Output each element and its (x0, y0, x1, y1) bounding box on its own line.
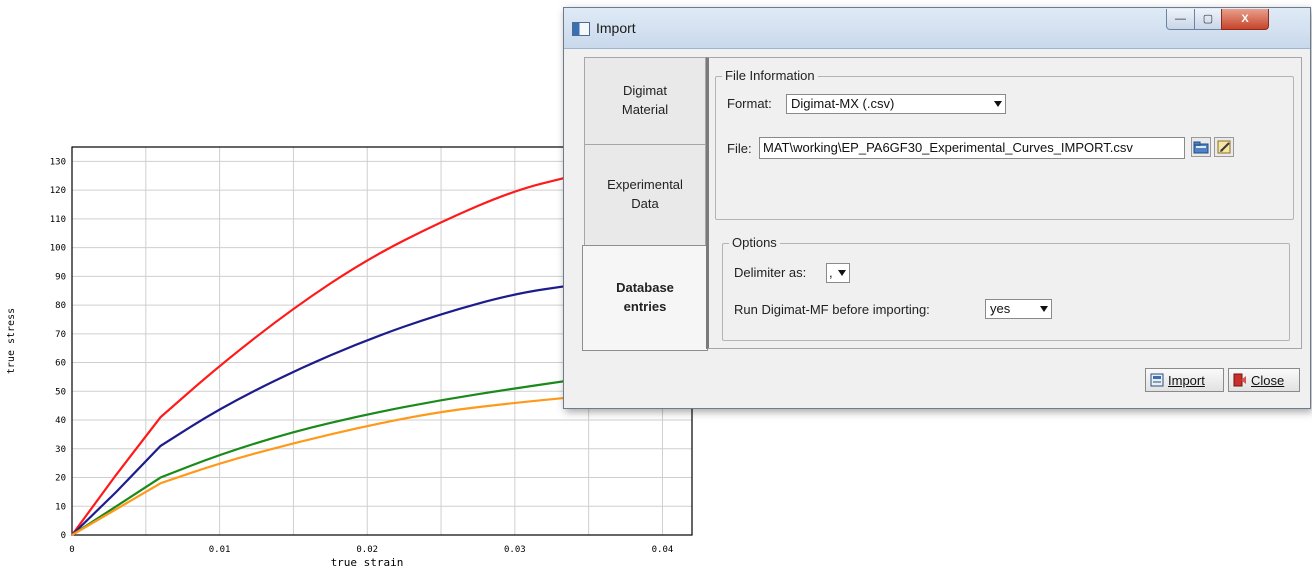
close-button-label: Close (1251, 372, 1285, 388)
run-digimat-select[interactable]: yes (985, 299, 1052, 319)
tab-database-entries[interactable]: Database entries (582, 245, 708, 351)
series-line-4 (71, 395, 575, 536)
format-select[interactable]: Digimat-MX (.csv) (786, 94, 1006, 114)
y-axis-label: true stress (6, 308, 17, 374)
options-group: Options Delimiter as: , Run Digimat-MF b… (722, 235, 1290, 341)
y-tick-label: 60 (55, 359, 66, 369)
y-tick-label: 100 (50, 244, 66, 254)
y-tick-label: 0 (61, 531, 66, 541)
format-label: Format: (727, 96, 772, 111)
y-tick-label: 50 (55, 387, 66, 397)
chevron-down-icon (1040, 306, 1048, 312)
close-door-icon (1233, 373, 1246, 387)
delimiter-select[interactable]: , (826, 263, 850, 283)
minimize-button[interactable]: — (1166, 9, 1195, 30)
tab-experimental-data[interactable]: Experimental Data (584, 144, 706, 246)
chevron-down-icon (994, 101, 1002, 107)
delimiter-label: Delimiter as: (734, 265, 807, 280)
maximize-button[interactable]: ▢ (1194, 9, 1222, 30)
y-tick-label: 30 (55, 445, 66, 455)
import-button-label: Import (1168, 372, 1205, 388)
close-button[interactable]: Close (1228, 368, 1300, 392)
file-information-group: File Information Format: Digimat-MX (.cs… (715, 68, 1294, 220)
x-tick-label: 0.04 (652, 545, 674, 555)
import-button[interactable]: Import (1145, 368, 1224, 392)
x-axis-label: true strain (331, 556, 404, 569)
title-bar[interactable]: Import — ▢ X (564, 8, 1310, 49)
import-icon (1150, 373, 1164, 387)
y-tick-label: 10 (55, 502, 66, 512)
y-tick-label: 110 (50, 215, 66, 225)
file-label: File: (727, 141, 752, 156)
file-path-field[interactable]: MAT\working\EP_PA6GF30_Experimental_Curv… (759, 137, 1185, 159)
run-digimat-select-value: yes (990, 301, 1011, 316)
import-dialog: Import — ▢ X Digimat Material Experiment… (563, 7, 1311, 409)
delimiter-select-value: , (829, 265, 833, 280)
y-tick-label: 70 (55, 330, 66, 340)
y-tick-label: 80 (55, 301, 66, 311)
options-legend: Options (729, 235, 780, 250)
y-tick-label: 40 (55, 416, 66, 426)
y-tick-label: 130 (50, 157, 66, 167)
window-icon (572, 22, 590, 36)
chevron-down-icon (838, 270, 846, 276)
series-line-2 (71, 283, 575, 536)
file-information-legend: File Information (722, 68, 818, 83)
x-tick-label: 0 (69, 545, 74, 555)
edit-file-button[interactable] (1214, 137, 1234, 157)
tab-digimat-material[interactable]: Digimat Material (584, 57, 706, 145)
x-tick-label: 0.03 (504, 545, 526, 555)
series-line-1 (71, 174, 575, 536)
close-window-button[interactable]: X (1221, 9, 1269, 30)
run-digimat-label: Run Digimat-MF before importing: (734, 302, 930, 317)
x-tick-label: 0.01 (209, 545, 231, 555)
edit-note-icon (1217, 140, 1231, 154)
format-select-value: Digimat-MX (.csv) (791, 96, 895, 111)
dialog-content: Digimat Material Experimental Data Datab… (572, 54, 1302, 354)
y-tick-label: 120 (50, 186, 66, 196)
y-tick-label: 20 (55, 474, 66, 484)
series-line-3 (71, 378, 575, 536)
browse-folder-button[interactable] (1191, 137, 1211, 157)
tab-panel: File Information Format: Digimat-MX (.cs… (706, 57, 1302, 349)
open-folder-icon (1193, 141, 1209, 154)
x-tick-label: 0.02 (356, 545, 378, 555)
y-tick-label: 90 (55, 272, 66, 282)
window-title: Import (596, 20, 636, 36)
